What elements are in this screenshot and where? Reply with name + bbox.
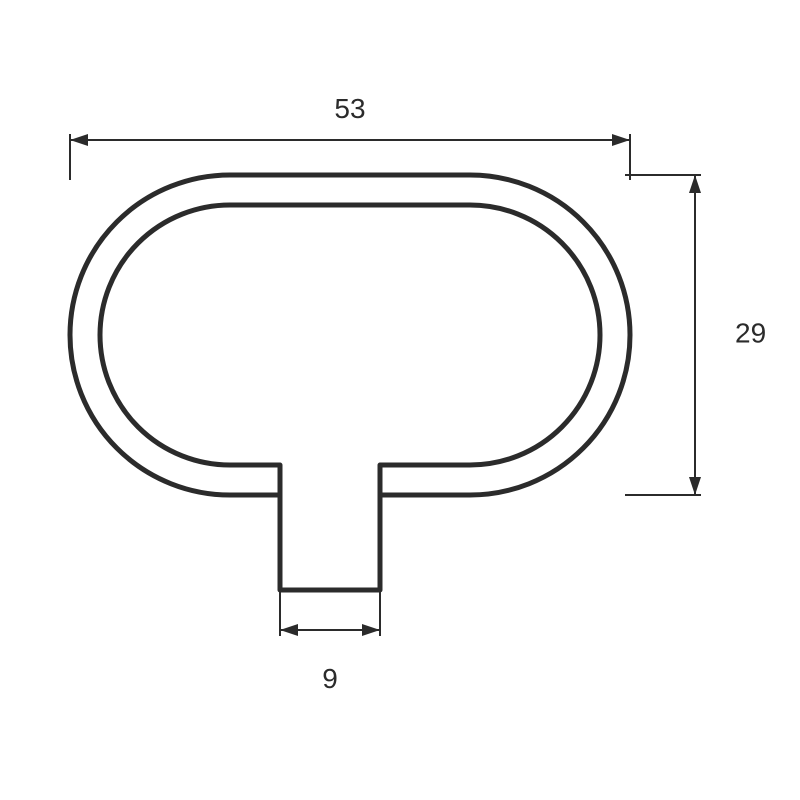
arrowhead bbox=[689, 477, 701, 495]
arrowhead bbox=[689, 175, 701, 193]
dimension-tab-label: 9 bbox=[322, 663, 338, 694]
arrowhead bbox=[362, 624, 380, 636]
dimension-height-label: 29 bbox=[735, 317, 766, 348]
arrowhead bbox=[70, 134, 88, 146]
arrowhead bbox=[280, 624, 298, 636]
technical-drawing: 53 29 9 bbox=[0, 0, 800, 800]
dimension-width-label: 53 bbox=[334, 93, 365, 124]
arrowhead bbox=[612, 134, 630, 146]
stadium-outline bbox=[70, 175, 630, 590]
